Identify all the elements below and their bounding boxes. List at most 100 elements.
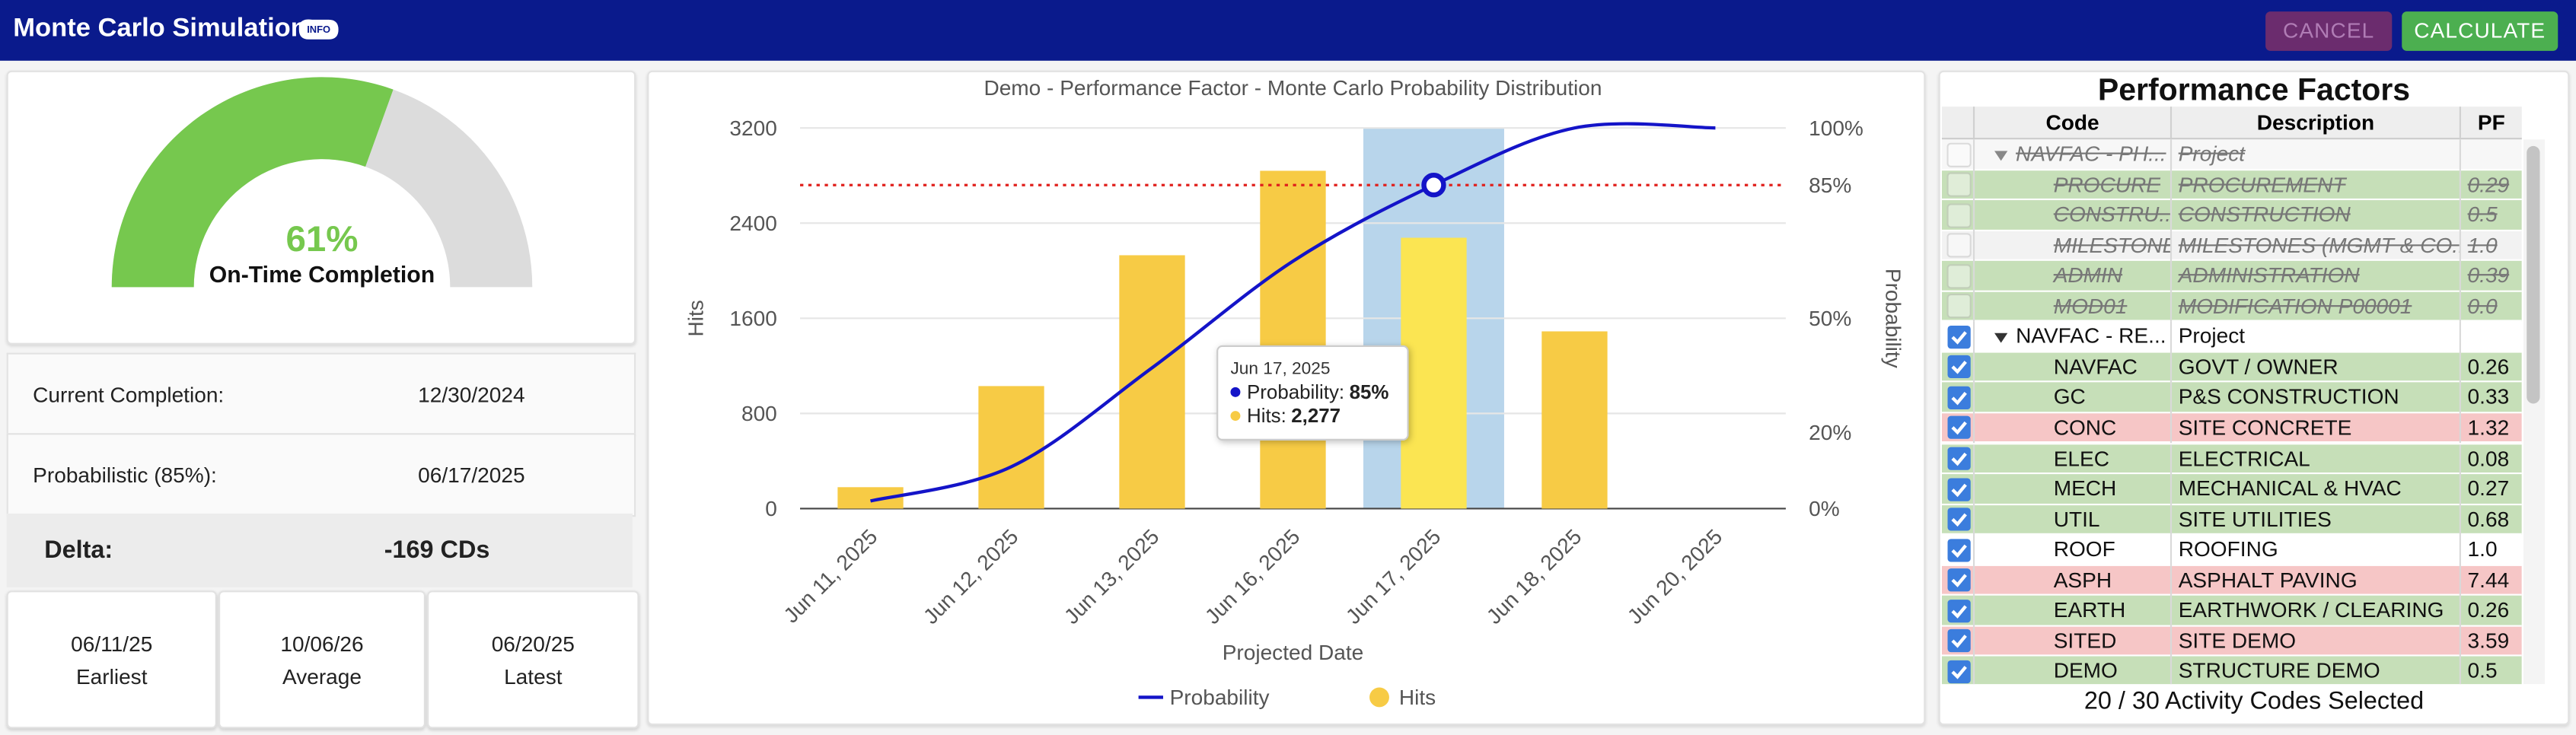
table-row: ASPH ASPHALT PAVING 7.44 — [1941, 565, 2522, 597]
expand-toggle[interactable] — [1993, 148, 2010, 164]
table-cell: 0.39 — [2459, 261, 2522, 292]
expand-toggle[interactable] — [1993, 330, 2010, 347]
gauge-label: On-Time Completion — [209, 262, 435, 288]
table-row: PROCURE PROCUREMENT 0.29 — [1941, 170, 2522, 201]
checkbox-box — [1946, 172, 1972, 197]
x-tick-label: Jun 18, 2025 — [1482, 525, 1586, 628]
table-cell: 0.29 — [2459, 170, 2522, 201]
checkmark — [1951, 361, 1967, 375]
table-cell: PROCURE — [1972, 170, 2170, 201]
table-header: Code Description PF — [1941, 107, 2522, 140]
checkbox[interactable] — [1946, 385, 1971, 409]
stat-label: Average — [282, 664, 362, 689]
table-row: GC P&S CONSTRUCTION 0.33 — [1941, 383, 2522, 414]
column-header: PF — [2459, 107, 2522, 138]
table-cell: MILESTONES (MGMT & CO... — [2170, 231, 2460, 262]
tooltip-bullet — [1230, 411, 1241, 422]
table-cell: P&S CONSTRUCTION — [2170, 383, 2460, 414]
stat-card: 06/20/25 Latest — [427, 590, 639, 729]
legend-label: Probability — [1170, 686, 1270, 709]
checkbox[interactable] — [1946, 628, 1971, 653]
checkbox[interactable] — [1946, 324, 1971, 348]
tooltip-bullet — [1230, 387, 1241, 397]
checkbox-box — [1947, 477, 1971, 501]
toggle-arrow — [1994, 333, 2008, 344]
checkbox[interactable] — [1946, 568, 1971, 592]
checkbox[interactable] — [1946, 598, 1971, 622]
y-tick-label: 800 — [741, 402, 777, 425]
table-row: MECH MECHANICAL & HVAC 0.27 — [1941, 474, 2522, 505]
highlight-marker — [1421, 173, 1446, 198]
checkbox-box — [1946, 202, 1972, 228]
table-cell: ROOFING — [2170, 535, 2460, 566]
table-cell: NAVFAC - RE... — [1972, 322, 2170, 353]
checkbox[interactable] — [1946, 233, 1972, 258]
summary-value: 06/17/2025 — [418, 463, 525, 488]
tooltip-row-label: Hits: — [1247, 406, 1286, 427]
stat-value: 06/20/25 — [491, 632, 575, 657]
table-cell: 0.5 — [2459, 657, 2522, 685]
chart-title: Demo - Performance Factor - Monte Carlo … — [984, 76, 1602, 100]
checkbox[interactable] — [1946, 355, 1971, 379]
checkbox-box — [1947, 660, 1971, 683]
x-axis-title: Projected Date — [1223, 641, 1364, 664]
checkbox[interactable] — [1946, 476, 1971, 501]
table-cell: 0.5 — [2459, 200, 2522, 231]
bar — [1401, 237, 1467, 509]
table-row: NAVFAC GOVT / OWNER 0.26 — [1941, 352, 2522, 383]
y2-axis-title: Probability — [1882, 269, 1905, 368]
checkbox[interactable] — [1946, 415, 1971, 440]
table-row: NAVFAC - PH... Project — [1941, 139, 2522, 170]
bar — [978, 386, 1044, 509]
checkbox[interactable] — [1946, 142, 1972, 167]
gauge-value-label: 61% — [286, 219, 359, 259]
table-cell: Project — [2170, 322, 2460, 353]
checkbox[interactable] — [1946, 172, 1972, 197]
app-title: Monte Carlo Simulation — [13, 14, 307, 43]
checkbox[interactable] — [1946, 447, 1971, 471]
table-card: Performance Factors Code Description PF NA… — [1938, 70, 2570, 726]
calculate-button[interactable]: CALCULATE — [2402, 11, 2558, 51]
tooltip-row-value: 2,277 — [1291, 406, 1341, 427]
gauge: 61% On-Time Completion — [111, 77, 533, 288]
checkbox[interactable] — [1946, 659, 1971, 683]
checkbox[interactable] — [1946, 263, 1972, 288]
table-cell: SITE CONCRETE — [2170, 413, 2460, 444]
stat-card: 10/06/26 Average — [218, 590, 426, 729]
table-cell: 3.59 — [2459, 626, 2522, 657]
y-tick-label: 2400 — [729, 212, 776, 235]
table-cell: SITE DEMO — [2170, 626, 2460, 657]
table-cell: CONSTRUCTION — [2170, 200, 2460, 231]
x-tick-label: Jun 17, 2025 — [1341, 525, 1446, 628]
tooltip-box — [1216, 345, 1409, 441]
checkbox-box — [1947, 508, 1971, 531]
table-title: Performance Factors — [2097, 74, 2411, 109]
info-icon[interactable]: INFO — [295, 14, 341, 47]
table-cell: SITED — [1972, 626, 2170, 657]
table-cell: 0.68 — [2459, 504, 2522, 536]
checkbox[interactable] — [1946, 537, 1971, 562]
checkbox-box — [1947, 325, 1971, 348]
tooltip-row-label: Probability: — [1247, 382, 1344, 403]
checkmark — [1951, 452, 1967, 466]
x-tick-label: Jun 13, 2025 — [1060, 525, 1164, 628]
table-cell: NAVFAC - PH... — [1972, 139, 2170, 170]
legend-swatch — [1369, 687, 1389, 708]
cancel-button[interactable]: CANCEL — [2265, 11, 2393, 51]
checkbox[interactable] — [1946, 507, 1971, 531]
gauge-card: 61% On-Time Completion — [6, 70, 636, 345]
column-header: Code — [1972, 107, 2170, 138]
checkbox[interactable] — [1946, 202, 1972, 228]
scrollbar[interactable] — [2523, 139, 2545, 685]
y2-tick-label: 50% — [1809, 307, 1851, 330]
summary-label: Probabilistic (85%): — [33, 463, 217, 488]
summary-card: Current Completion: 12/30/2024 Probabili… — [6, 352, 639, 729]
table-cell — [2459, 139, 2522, 170]
x-tick-label: Jun 16, 2025 — [1200, 525, 1305, 628]
checkbox[interactable] — [1946, 294, 1972, 319]
scrollbar-thumb[interactable] — [2527, 145, 2540, 404]
table-cell: MODIFICATION P00001 — [2170, 291, 2460, 323]
table-row: UTIL SITE UTILITIES 0.68 — [1941, 504, 2522, 536]
y2-tick-label: 100% — [1809, 116, 1863, 140]
table-cell: MOD01 — [1972, 291, 2170, 323]
